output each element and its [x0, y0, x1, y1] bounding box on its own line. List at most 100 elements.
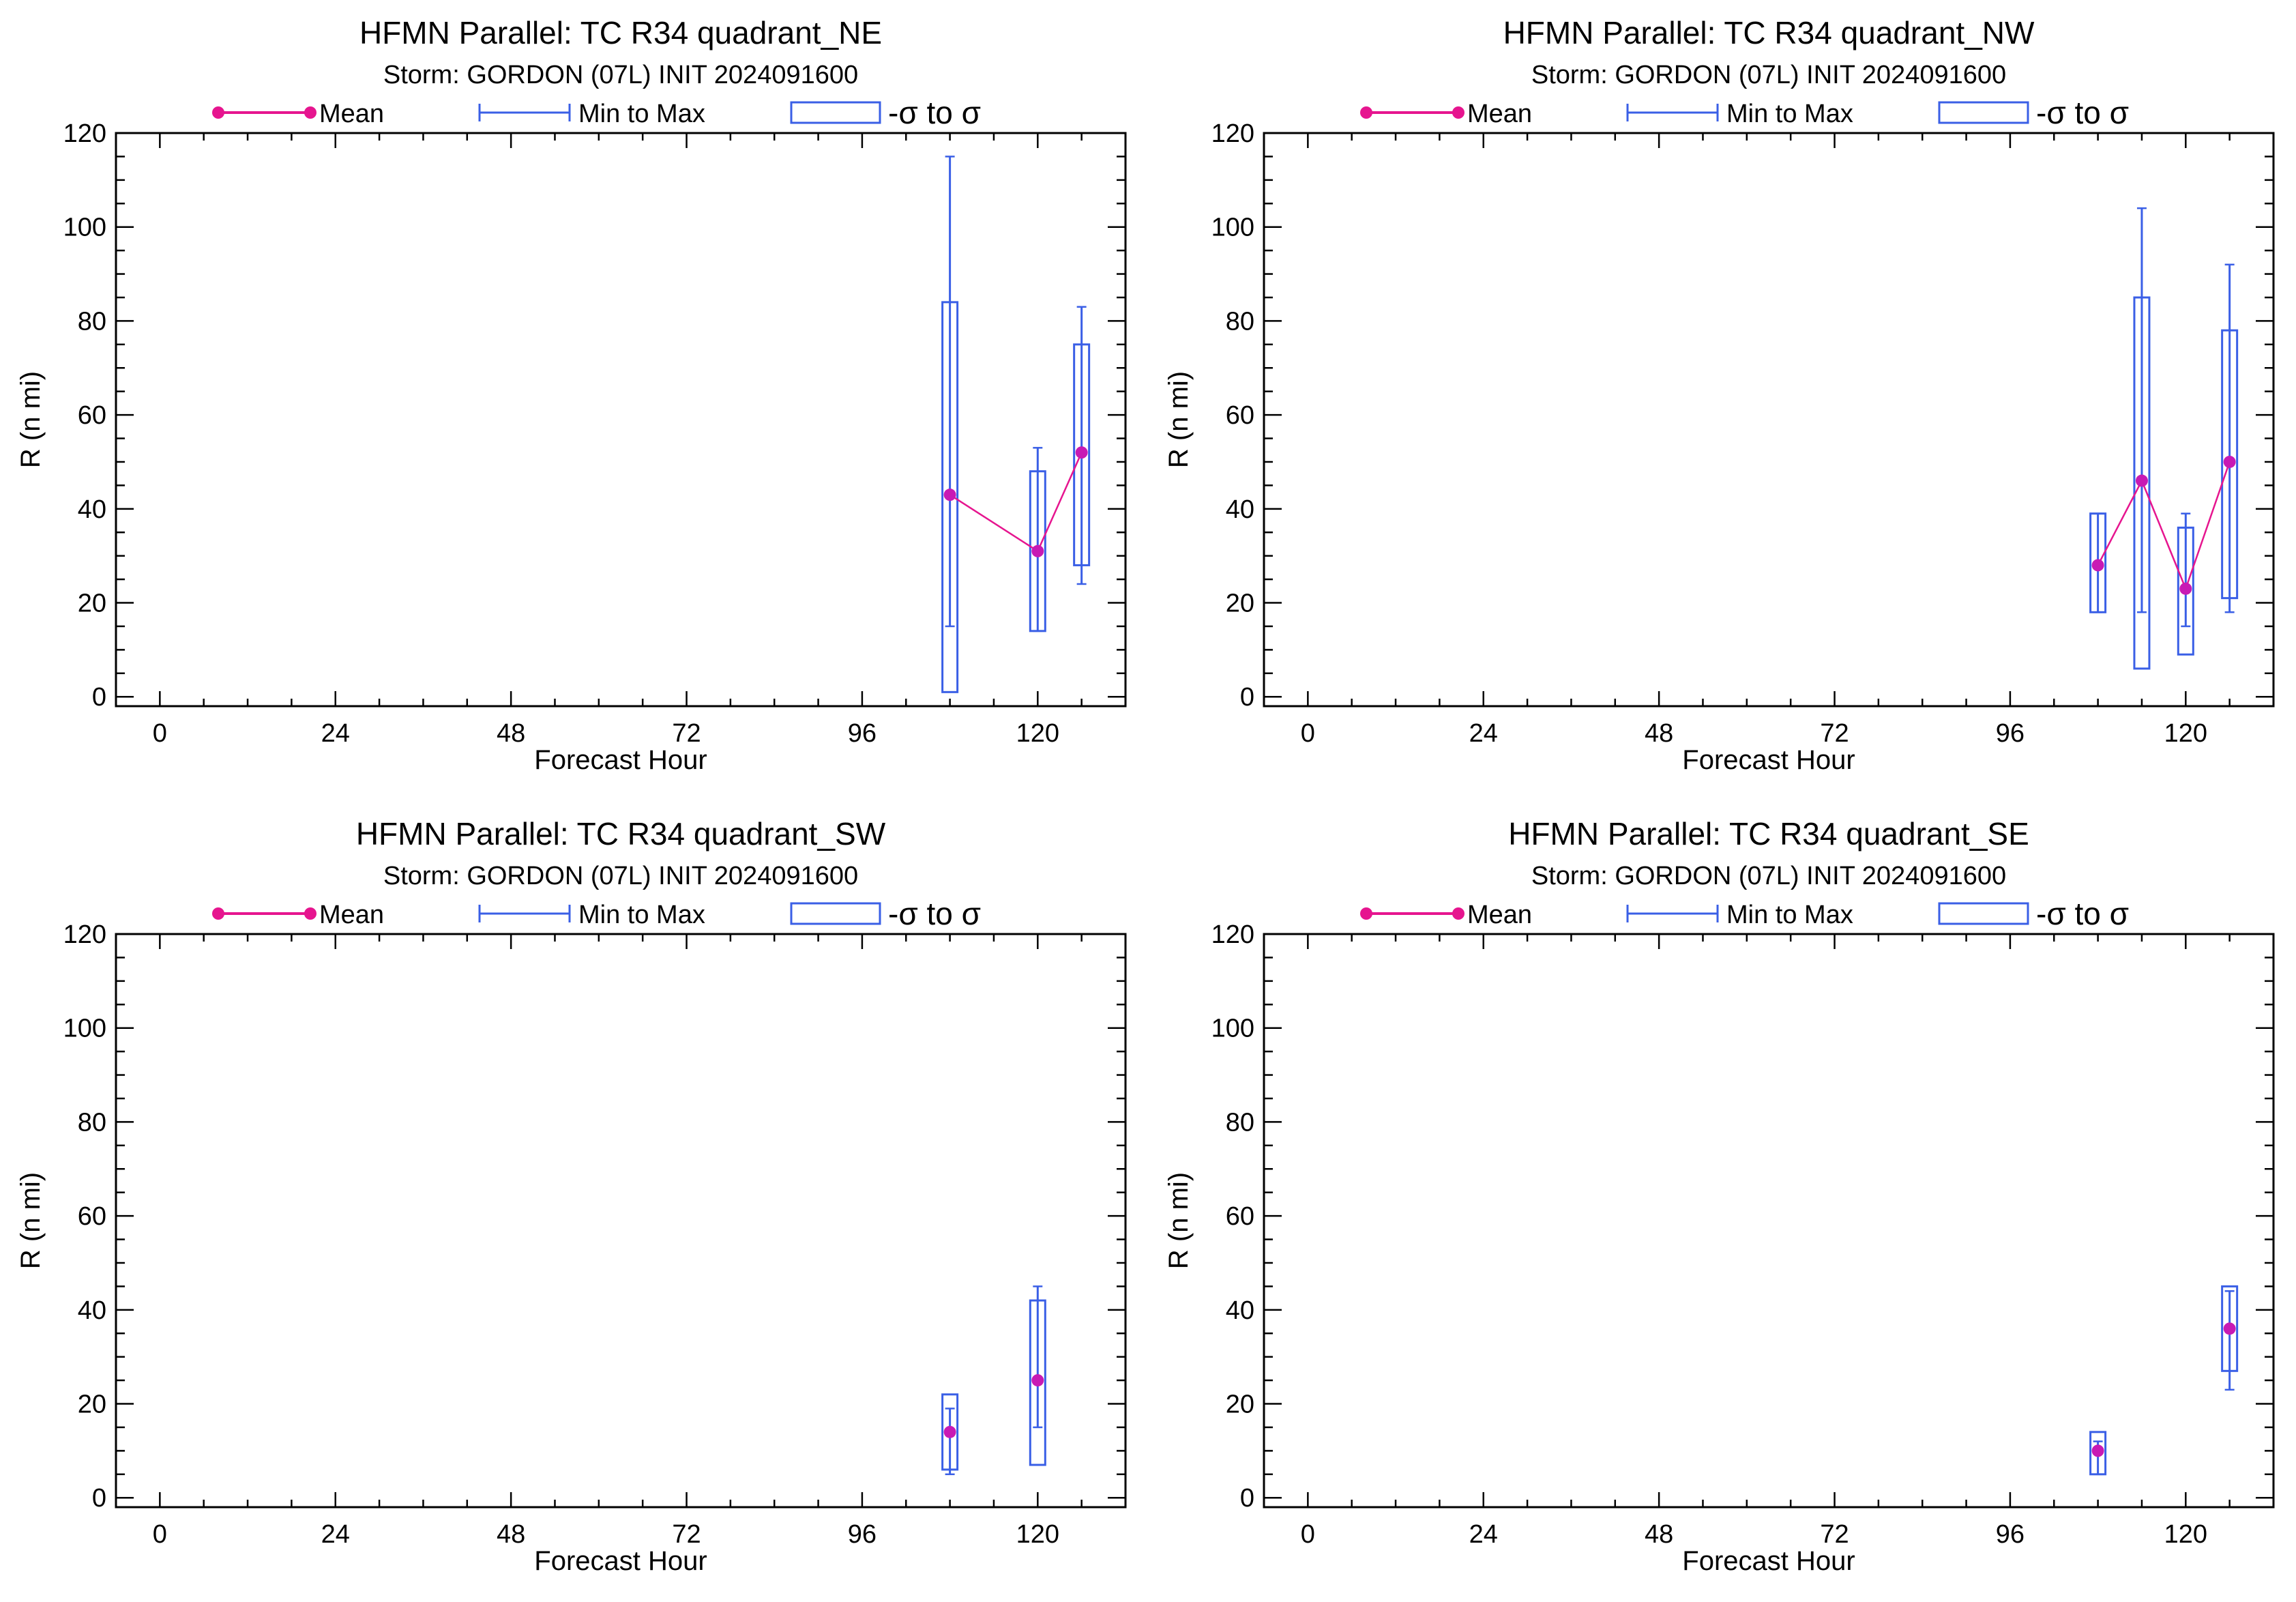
chart-svg: HFMN Parallel: TC R34 quadrant_SW Storm: … — [16, 816, 1127, 1576]
legend-mean-marker — [304, 907, 317, 920]
legend: Mean Min to Max -σ to σ — [212, 95, 981, 130]
x-tick-label: 120 — [2164, 719, 2207, 748]
x-axis-label: Forecast Hour — [534, 1546, 707, 1576]
legend-sigma-box — [1938, 101, 2029, 124]
mean-marker — [943, 489, 956, 501]
chart-panel-se: HFMN Parallel: TC R34 quadrant_SE Storm: … — [1148, 801, 2296, 1602]
legend-mean-marker — [1360, 907, 1372, 920]
y-tick-label: 40 — [78, 495, 106, 524]
legend-mean-label: Mean — [1467, 100, 1532, 128]
y-tick-label: 40 — [1226, 1296, 1254, 1325]
x-tick-label: 72 — [1820, 1520, 1849, 1549]
plot-frame — [1263, 132, 2275, 708]
y-axis-label: R (n mi) — [1164, 1172, 1194, 1269]
y-axis: 0 20 40 60 80 100 120 — [63, 119, 1125, 712]
sigma-box — [2221, 329, 2239, 600]
legend-mean-marker — [1452, 106, 1465, 119]
legend-sigma-label: -σ to σ — [2036, 95, 2129, 130]
chart-title: HFMN Parallel: TC R34 quadrant_SW — [356, 816, 886, 851]
y-axis: 0 20 40 60 80 100 120 — [1211, 920, 2273, 1513]
legend-minmax-label: Min to Max — [1726, 901, 1853, 929]
series-boxes — [941, 1285, 1046, 1476]
chart-panel-sw: HFMN Parallel: TC R34 quadrant_SW Storm: … — [0, 801, 1148, 1602]
y-tick-label: 120 — [63, 119, 106, 148]
mean-marker — [1031, 544, 1044, 557]
chart-svg: HFMN Parallel: TC R34 quadrant_SE Storm: … — [1164, 816, 2275, 1576]
chart-subtitle: Storm: GORDON (07L) INIT 2024091600 — [383, 61, 858, 89]
legend-sigma-label: -σ to σ — [888, 896, 981, 931]
x-tick-label: 48 — [1645, 1520, 1673, 1549]
series-boxes — [2089, 1285, 2239, 1476]
mean-line — [2097, 461, 2231, 592]
legend-mean-label: Mean — [1467, 901, 1532, 929]
plot-frame — [115, 933, 1127, 1509]
legend: Mean Min to Max -σ to σ — [212, 896, 981, 931]
mean-marker — [1031, 1374, 1044, 1387]
y-axis: 0 20 40 60 80 100 120 — [63, 920, 1125, 1513]
legend: Mean Min to Max -σ to σ — [1360, 896, 2129, 931]
sigma-box — [941, 1393, 959, 1471]
x-axis: 0 24 48 72 96 120 — [153, 934, 1127, 1549]
y-tick-label: 80 — [1226, 1108, 1254, 1137]
x-tick-label: 24 — [1469, 1520, 1498, 1549]
legend-mean-marker — [1452, 907, 1465, 920]
y-tick-label: 40 — [1226, 495, 1254, 524]
legend-minmax-label: Min to Max — [578, 901, 705, 929]
legend-sigma-box — [790, 902, 881, 925]
chart-title: HFMN Parallel: TC R34 quadrant_NE — [359, 15, 882, 50]
y-tick-label: 0 — [1240, 1484, 1254, 1513]
x-tick-label: 0 — [1301, 1520, 1315, 1549]
x-axis: 0 24 48 72 96 120 — [1301, 934, 2275, 1549]
legend-mean-marker — [212, 106, 224, 119]
x-axis-label: Forecast Hour — [1682, 1546, 1855, 1576]
legend-sigma-label: -σ to σ — [2036, 896, 2129, 931]
legend: Mean Min to Max -σ to σ — [1360, 95, 2129, 130]
y-tick-label: 80 — [78, 307, 106, 336]
legend-sigma-box — [790, 101, 881, 124]
y-axis-label: R (n mi) — [16, 371, 46, 468]
legend-mean-marker — [1360, 106, 1372, 119]
y-tick-label: 60 — [78, 401, 106, 430]
sigma-box — [1029, 470, 1046, 632]
chart-svg: HFMN Parallel: TC R34 quadrant_NW Storm: … — [1164, 15, 2275, 775]
chart-panel-ne: HFMN Parallel: TC R34 quadrant_NE Storm: … — [0, 0, 1148, 801]
x-tick-label: 120 — [1016, 719, 1059, 748]
legend-mean-label: Mean — [319, 100, 384, 128]
y-tick-label: 0 — [92, 683, 106, 712]
x-tick-label: 96 — [1996, 1520, 2025, 1549]
legend-mean-marker — [212, 907, 224, 920]
x-tick-label: 48 — [1645, 719, 1673, 748]
x-tick-label: 96 — [848, 1520, 877, 1549]
y-tick-label: 100 — [63, 214, 106, 242]
y-tick-label: 40 — [78, 1296, 106, 1325]
sigma-box — [2133, 296, 2151, 670]
x-tick-label: 24 — [321, 719, 350, 748]
legend-mean-label: Mean — [319, 901, 384, 929]
chart-title: HFMN Parallel: TC R34 quadrant_SE — [1508, 816, 2029, 851]
series-boxes — [941, 156, 1091, 693]
y-axis: 0 20 40 60 80 100 120 — [1211, 119, 2273, 712]
x-tick-label: 0 — [153, 1520, 167, 1549]
legend-minmax-label: Min to Max — [1726, 100, 1853, 128]
sigma-box — [2089, 1431, 2107, 1476]
mean-marker — [2223, 455, 2236, 468]
sigma-box — [941, 301, 959, 693]
y-tick-label: 80 — [78, 1108, 106, 1137]
y-tick-label: 60 — [1226, 401, 1254, 430]
y-tick-label: 60 — [1226, 1202, 1254, 1231]
x-tick-label: 72 — [672, 1520, 701, 1549]
sigma-box — [1029, 1299, 1046, 1466]
sigma-box — [1073, 343, 1091, 566]
x-axis: 0 24 48 72 96 120 — [153, 133, 1127, 748]
plot-frame — [1263, 933, 2275, 1509]
y-tick-label: 100 — [1211, 214, 1254, 242]
y-tick-label: 100 — [63, 1015, 106, 1043]
y-tick-label: 120 — [63, 920, 106, 949]
mean-marker — [2091, 559, 2104, 572]
chart-svg: HFMN Parallel: TC R34 quadrant_NE Storm: … — [16, 15, 1127, 775]
mean-marker — [1075, 446, 1088, 459]
mean-marker — [2179, 582, 2192, 595]
chart-subtitle: Storm: GORDON (07L) INIT 2024091600 — [1531, 61, 2006, 89]
sigma-box — [2221, 1285, 2239, 1372]
